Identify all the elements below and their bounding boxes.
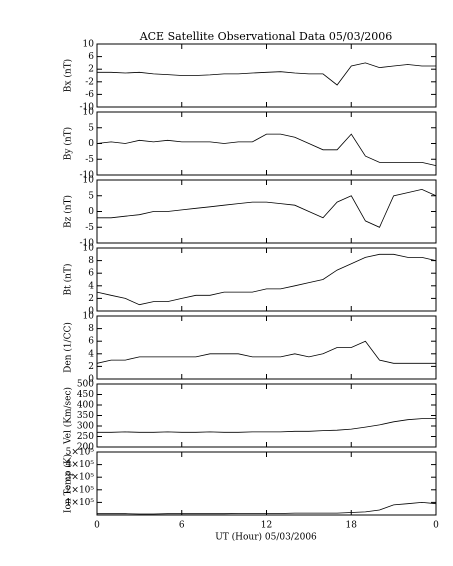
- data-line: [97, 501, 437, 515]
- y-tick-label: 6: [88, 337, 94, 347]
- y-tick-label: 5: [88, 123, 94, 133]
- y-tick-label: -2: [85, 77, 94, 87]
- y-tick-label: 5×10⁵: [66, 448, 95, 458]
- data-line: [97, 62, 436, 86]
- y-tick-label: -10: [80, 103, 95, 113]
- data-line: [97, 188, 437, 228]
- y-axis-label: Bt (nT): [63, 264, 74, 296]
- y-tick-label: 5: [88, 191, 94, 201]
- chart-title: ACE Satellite Observational Data 05/03/2…: [139, 30, 393, 43]
- panel-frame: [96, 111, 437, 176]
- y-tick-label: 4: [88, 349, 94, 359]
- data-line: [96, 253, 437, 306]
- y-tick-label: 300: [77, 422, 94, 432]
- y-tick-label: 0: [88, 375, 94, 385]
- x-tick-label: 6: [179, 521, 185, 531]
- y-tick-label: 8: [88, 324, 94, 334]
- y-tick-label: 10: [83, 176, 95, 186]
- y-tick-label: 10: [83, 108, 95, 118]
- y-axis-label: Vel (Km/sec): [63, 387, 74, 445]
- data-line: [96, 340, 436, 364]
- y-tick-label: 8: [88, 256, 94, 266]
- y-tick-label: 500: [77, 380, 94, 390]
- panel-frame: [96, 451, 437, 516]
- y-tick-label: 200: [77, 443, 94, 453]
- y-tick-label: -5: [85, 223, 94, 233]
- y-tick-label: -10: [80, 239, 95, 249]
- y-tick-label: 450: [77, 390, 94, 400]
- y-tick-label: 10: [83, 312, 95, 322]
- y-tick-label: 1×10⁵: [66, 498, 95, 508]
- y-tick-label: 0: [88, 307, 94, 317]
- panel-frame: [96, 247, 437, 312]
- y-tick-label: 250: [77, 432, 94, 442]
- data-line: [96, 133, 437, 166]
- y-tick-label: -10: [80, 171, 95, 181]
- y-tick-label: 10: [83, 244, 95, 254]
- panel-frame: [96, 179, 437, 244]
- y-tick-label: 2: [88, 65, 94, 75]
- y-tick-label: 0: [88, 207, 94, 217]
- x-tick-label: 12: [261, 521, 272, 531]
- x-tick-label: 18: [346, 521, 358, 531]
- y-axis-label: Bx (nT): [63, 59, 74, 92]
- y-tick-label: 2×10⁵: [66, 485, 95, 495]
- y-axis-label: Bz (nT): [63, 195, 74, 228]
- panel-frame: [96, 43, 437, 108]
- y-tick-label: 350: [77, 411, 94, 421]
- x-tick-label: 0: [94, 521, 100, 531]
- panel-frame: [96, 315, 437, 380]
- y-tick-label: 0: [88, 139, 94, 149]
- y-axis-label: Ion Temp (K): [63, 454, 74, 513]
- y-tick-label: -5: [85, 155, 94, 165]
- y-tick-label: 4×10⁵: [66, 460, 95, 470]
- x-tick-label: 0: [433, 521, 439, 531]
- y-tick-label: -6: [85, 90, 94, 100]
- y-axis-label: Den (1/CC): [63, 322, 74, 373]
- y-tick-label: 2: [88, 294, 94, 304]
- y-tick-label: 4: [88, 281, 94, 291]
- y-tick-label: 10: [83, 40, 95, 50]
- y-tick-label: 400: [77, 401, 94, 411]
- y-axis-label: By (nT): [63, 127, 74, 160]
- y-tick-label: 3×10⁵: [66, 473, 95, 483]
- panel-frame: [96, 383, 437, 448]
- x-axis-label: UT (Hour) 05/03/2006: [215, 532, 317, 543]
- y-tick-label: 2: [88, 362, 94, 372]
- y-tick-label: 6: [88, 269, 94, 279]
- y-tick-label: 6: [88, 52, 94, 62]
- data-line: [97, 418, 436, 433]
